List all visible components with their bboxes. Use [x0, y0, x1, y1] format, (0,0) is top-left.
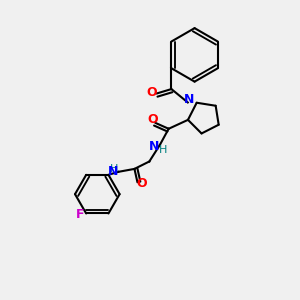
Text: H: H	[158, 145, 167, 154]
Text: N: N	[149, 140, 160, 153]
Text: O: O	[147, 85, 158, 98]
Text: F: F	[76, 208, 85, 221]
Text: O: O	[147, 113, 158, 126]
Text: H: H	[110, 164, 118, 174]
Text: N: N	[108, 165, 118, 178]
Text: O: O	[136, 177, 147, 190]
Text: N: N	[184, 93, 194, 106]
